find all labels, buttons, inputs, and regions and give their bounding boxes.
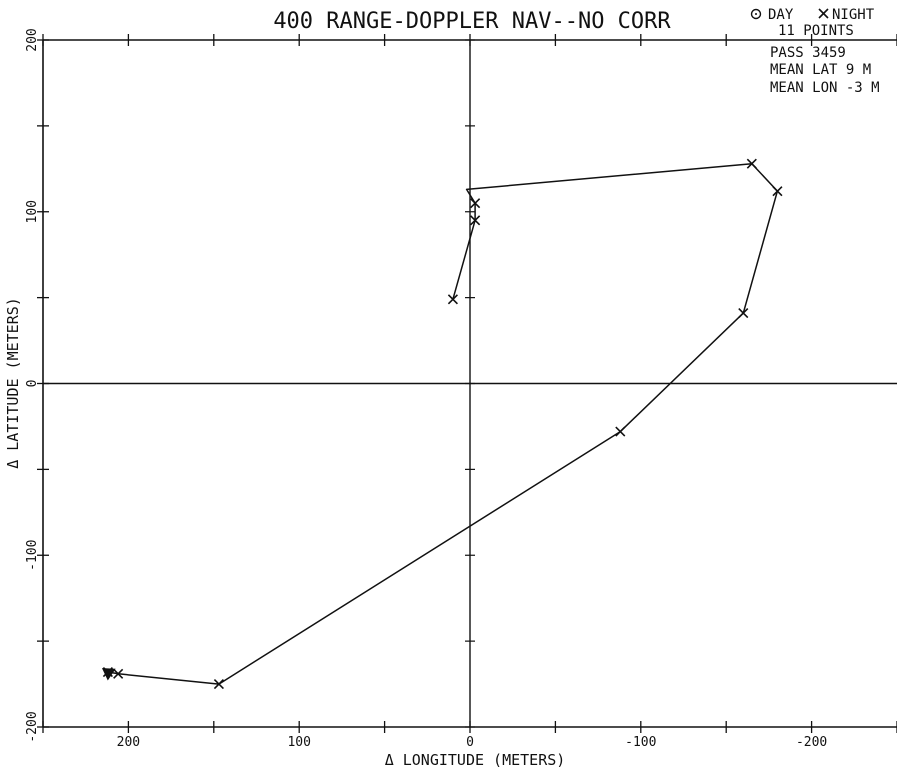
tick-marks [37,34,897,733]
tick-labels: 200 100 0 -100 -200 -200 -100 0 100 200 [25,28,827,750]
chart-title: 400 RANGE-DOPPLER NAV--NO CORR [273,9,671,34]
day-marker-icon [750,8,762,20]
info-box: 11 POINTS PASS 3459 MEAN LAT 9 M MEAN LO… [770,23,880,96]
night-marker-icon [818,8,829,19]
x-tick-label: 100 [287,735,310,750]
y-tick-label: 0 [25,380,40,388]
data-point-marker [447,294,458,305]
data-point-marker [772,186,783,197]
legend: DAY NIGHT [750,7,875,23]
series-end-arrow [101,668,116,681]
data-point-marker [213,678,224,690]
y-tick-label: 100 [25,200,40,223]
data-point-marker [738,308,749,319]
data-point-marker [615,426,626,437]
x-tick-label: 0 [466,735,474,750]
x-tick-label: -200 [796,735,827,750]
data-point-marker [470,198,481,209]
mean-lat-text: MEAN LAT 9 M [770,62,871,78]
data-point-marker [470,215,481,226]
pass-text: PASS 3459 [770,45,846,61]
series-line [102,162,779,685]
x-tick-label: 200 [117,735,140,750]
mean-lon-text: MEAN LON -3 M [770,80,880,96]
x-axis-label: Δ LONGITUDE (METERS) [385,751,566,769]
data-series [101,158,783,690]
legend-day-label: DAY [768,7,794,23]
data-point-marker [113,668,124,679]
data-point-marker [746,158,757,169]
y-tick-label: -100 [25,540,40,571]
y-axis-label: Δ LATITUDE (METERS) [4,297,22,469]
y-tick-label: -200 [25,711,40,742]
legend-night-label: NIGHT [832,7,875,23]
points-count-text: 11 POINTS [778,23,854,39]
x-tick-label: -100 [625,735,656,750]
y-tick-label: 200 [25,28,40,51]
